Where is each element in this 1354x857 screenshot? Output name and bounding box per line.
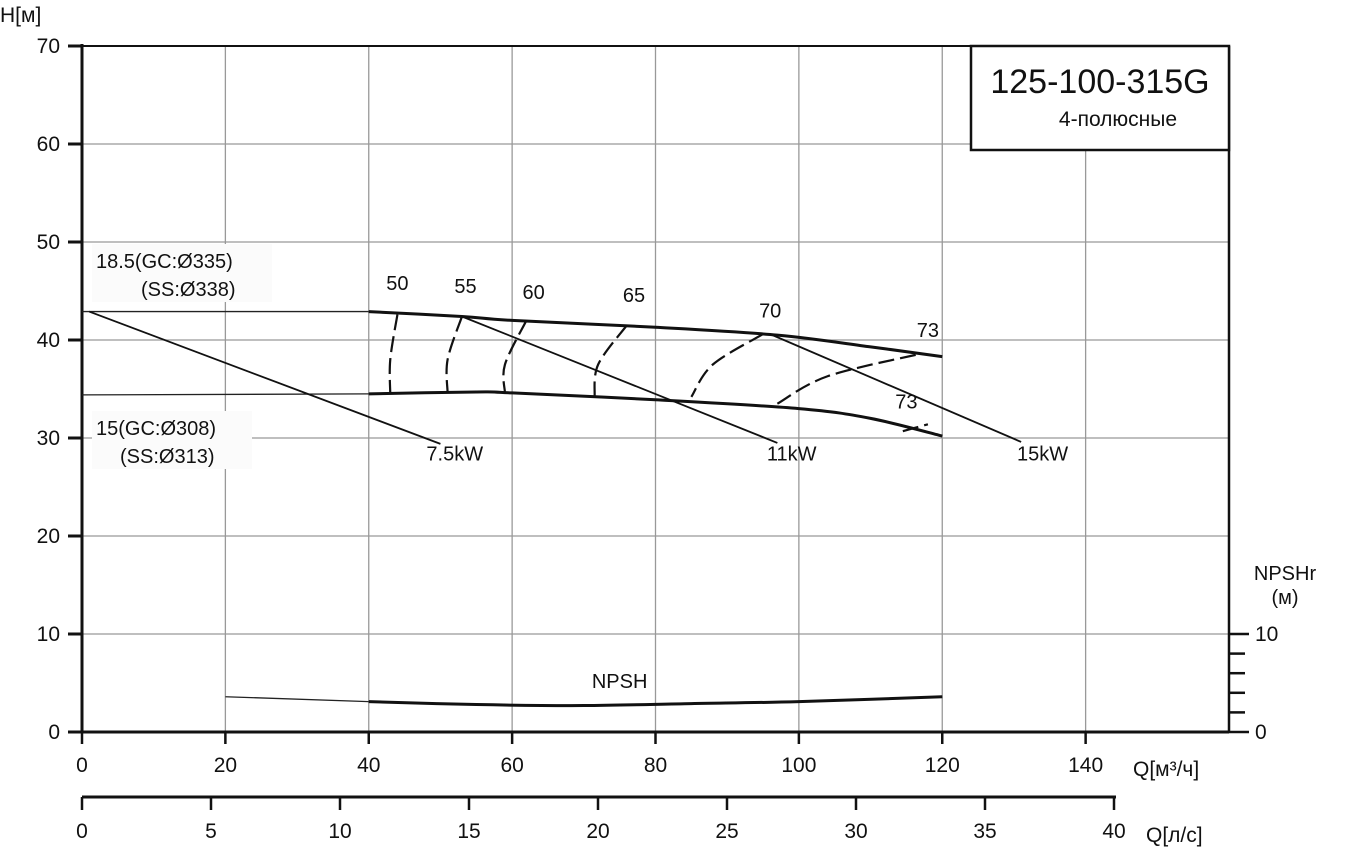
x2-tick-label: 10 xyxy=(328,820,351,843)
x2-axis-label: Q[л/с] xyxy=(1146,824,1203,847)
npsh-curve-thin xyxy=(225,696,369,703)
power-label: 11kW xyxy=(767,444,817,466)
x2-tick-label: 20 xyxy=(586,820,609,843)
x-tick-label: 140 xyxy=(1068,754,1103,777)
impeller-label: 18.5(GC:Ø335) xyxy=(96,251,233,273)
impeller-label-2: (SS:Ø313) xyxy=(120,446,214,468)
x-tick-label: 40 xyxy=(357,754,380,777)
x2-tick-label: 25 xyxy=(715,820,738,843)
efficiency-curve xyxy=(388,314,399,394)
x2-tick-label: 40 xyxy=(1102,820,1125,843)
y2-axis-label: NPSHr (м) xyxy=(1254,563,1317,609)
y-tick-label: 0 xyxy=(48,721,60,744)
x-tick-label: 100 xyxy=(781,754,816,777)
x-tick-label: 60 xyxy=(500,754,523,777)
efficiency-label: 73 xyxy=(895,392,917,414)
efficiency-curve xyxy=(776,352,922,405)
efficiency-label: 60 xyxy=(523,282,545,304)
y-tick-label: 50 xyxy=(37,231,60,254)
y-tick-label: 40 xyxy=(37,329,60,352)
impeller-label: 15(GC:Ø308) xyxy=(96,418,216,440)
efficiency-curve xyxy=(502,319,528,393)
x2-tick-label: 15 xyxy=(457,820,480,843)
efficiency-label: 55 xyxy=(454,276,476,298)
efficiency-label: 73 xyxy=(917,320,939,342)
impeller-label-bg xyxy=(92,244,272,302)
power-line xyxy=(461,315,778,444)
y-axis-label: H[м] xyxy=(0,4,41,27)
efficiency-label: 70 xyxy=(759,300,781,322)
impeller-curve xyxy=(368,390,943,438)
x2-tick-label: 30 xyxy=(844,820,867,843)
title-box xyxy=(969,44,1231,152)
x-tick-label: 20 xyxy=(214,754,237,777)
x2-tick-label: 35 xyxy=(973,820,996,843)
x-axis-label: Q[м³/ч] xyxy=(1133,758,1199,781)
efficiency-curve xyxy=(445,316,463,393)
x-tick-label: 120 xyxy=(925,754,960,777)
x2-tick-label: 0 xyxy=(76,820,88,843)
chart-subtitle: 4-полюсные xyxy=(1059,108,1177,131)
x-tick-label: 80 xyxy=(644,754,667,777)
npsh-curve xyxy=(368,695,943,708)
efficiency-curve xyxy=(593,324,628,397)
power-label: 7.5kW xyxy=(426,444,483,466)
npsh-label: NPSH xyxy=(592,671,648,693)
impeller-label-bg xyxy=(92,411,252,469)
y-tick-label: 70 xyxy=(37,35,60,58)
power-line xyxy=(88,310,441,445)
power-label: 15kW xyxy=(1017,444,1068,466)
x2-tick-label: 5 xyxy=(205,820,217,843)
y2-tick-label: 10 xyxy=(1255,623,1278,646)
efficiency-curve xyxy=(902,423,929,433)
y-tick-label: 10 xyxy=(37,623,60,646)
efficiency-label: 50 xyxy=(386,273,408,295)
efficiency-curve xyxy=(690,333,764,398)
y-tick-label: 30 xyxy=(37,427,60,450)
impeller-curve-thin xyxy=(81,393,369,396)
y-tick-label: 20 xyxy=(37,525,60,548)
efficiency-label: 65 xyxy=(623,285,645,307)
x-tick-label: 0 xyxy=(76,754,88,777)
y2-tick-label: 0 xyxy=(1255,721,1267,744)
chart-title: 125-100-315G xyxy=(990,63,1209,101)
power-line xyxy=(769,333,1022,443)
y-tick-label: 60 xyxy=(37,133,60,156)
impeller-label-2: (SS:Ø338) xyxy=(141,279,235,301)
